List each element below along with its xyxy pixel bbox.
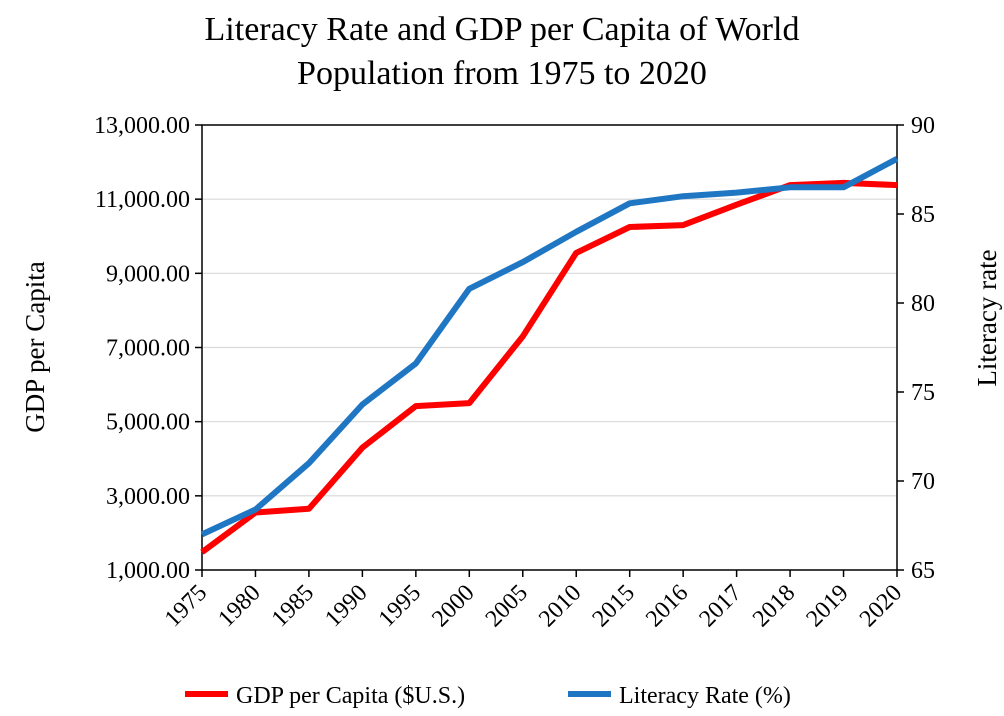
legend: GDP per Capita ($U.S.) Literacy Rate (%) bbox=[185, 683, 791, 709]
right-axis-label: Literacy rate bbox=[972, 249, 1002, 386]
right-tick-label: 85 bbox=[911, 202, 935, 228]
legend-label-gdp: GDP per Capita ($U.S.) bbox=[236, 683, 465, 709]
chart-title-line-1: Literacy Rate and GDP per Capita of Worl… bbox=[205, 11, 800, 48]
literacy-series-line bbox=[200, 156, 899, 538]
x-tick-label: 1975 bbox=[160, 580, 212, 632]
x-tick-label: 2010 bbox=[534, 580, 586, 632]
x-tick-label: 1980 bbox=[213, 580, 265, 632]
x-tick-label: 2020 bbox=[855, 580, 907, 632]
right-tick-label: 80 bbox=[911, 291, 935, 317]
left-tick-label: 9,000.00 bbox=[106, 261, 190, 287]
right-tick-label: 65 bbox=[911, 558, 935, 584]
x-tick-label: 2005 bbox=[481, 580, 533, 632]
left-tick-label: 3,000.00 bbox=[106, 484, 190, 510]
right-tick-label: 90 bbox=[911, 113, 935, 139]
left-tick-label: 11,000.00 bbox=[95, 187, 190, 213]
right-tick-label: 70 bbox=[911, 469, 935, 495]
left-tick-label: 1,000.00 bbox=[106, 558, 190, 584]
x-axis-ticks: 1975 1980 1985 1990 1995 2000 2005 2010 2015 2016… bbox=[160, 570, 907, 632]
left-tick-label: 5,000.00 bbox=[106, 410, 190, 436]
right-tick-label: 75 bbox=[911, 380, 935, 406]
x-tick-label: 2016 bbox=[641, 580, 693, 632]
x-tick-label: 2018 bbox=[748, 580, 800, 632]
gdp-series-line bbox=[200, 179, 898, 555]
x-tick-label: 2000 bbox=[427, 580, 479, 632]
gridlines bbox=[202, 198, 897, 497]
right-axis-ticks: 65 70 75 80 85 90 bbox=[897, 113, 935, 584]
left-tick-label: 13,000.00 bbox=[94, 113, 190, 139]
x-tick-label: 2017 bbox=[695, 580, 747, 632]
legend-label-literacy: Literacy Rate (%) bbox=[619, 683, 791, 709]
left-axis-ticks: 1,000.00 3,000.00 5,000.00 7,000.00 9,000.00… bbox=[94, 113, 202, 584]
chart-title-line-2: Population from 1975 to 2020 bbox=[297, 55, 707, 92]
x-tick-label: 1995 bbox=[374, 580, 426, 632]
x-tick-label: 1985 bbox=[267, 580, 319, 632]
x-tick-label: 1990 bbox=[320, 580, 372, 632]
left-tick-label: 7,000.00 bbox=[106, 336, 190, 362]
x-tick-label: 2019 bbox=[801, 580, 853, 632]
x-tick-label: 2015 bbox=[588, 580, 640, 632]
series-lines bbox=[200, 156, 899, 555]
left-axis-label: GDP per Capita bbox=[20, 261, 50, 432]
